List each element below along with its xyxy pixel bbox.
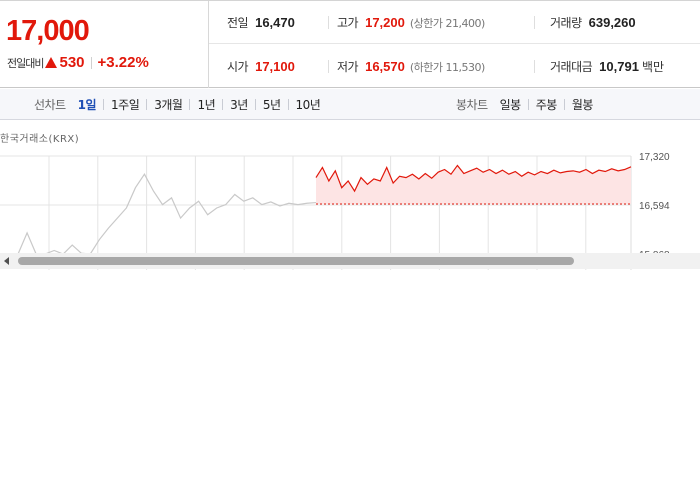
change-value: 530 bbox=[59, 54, 85, 71]
tab-1-week[interactable]: 1주일 bbox=[111, 97, 140, 112]
candle-chart-label: 봉차트 bbox=[456, 97, 488, 112]
divider bbox=[146, 98, 148, 110]
stat-label: 고가 bbox=[337, 16, 359, 30]
stat-label: 거래량 bbox=[550, 16, 582, 30]
divider bbox=[527, 98, 529, 110]
stats-row-1: 전일 16,470 고가 17,200 (상한가 21,400) 거래량 639… bbox=[209, 1, 700, 44]
chart-scrollbar[interactable] bbox=[0, 253, 700, 269]
change-row: 전일대비 530 +3.22% bbox=[7, 54, 149, 71]
stat-label: 전일 bbox=[227, 16, 249, 30]
today-series-area bbox=[316, 165, 631, 205]
tab-1-year[interactable]: 1년 bbox=[197, 97, 216, 112]
stat-sub: (상한가 21,400) bbox=[409, 16, 485, 30]
up-arrow-icon bbox=[45, 56, 58, 68]
stat-value: 17,100 bbox=[255, 59, 295, 74]
stat-value: 17,200 bbox=[365, 15, 405, 30]
stat-value: 639,260 bbox=[588, 15, 636, 30]
tab-5-years[interactable]: 5년 bbox=[262, 97, 281, 112]
stat-value: 10,791 bbox=[599, 59, 639, 74]
stat-sub: (하한가 11,530) bbox=[409, 60, 485, 74]
line-chart-tabs: 선차트 1일 1주일 3개월 1년 3년 5년 10년 bbox=[34, 89, 321, 119]
divider bbox=[328, 16, 329, 29]
chart-period-tabbar: 선차트 1일 1주일 3개월 1년 3년 5년 10년 봉차트 일봉 주봉 월봉 bbox=[0, 89, 700, 120]
tab-3-years[interactable]: 3년 bbox=[230, 97, 248, 112]
change-percent: +3.22% bbox=[97, 54, 149, 71]
stat-high: 고가 17,200 (상한가 21,400) bbox=[337, 1, 485, 44]
history-series-line bbox=[0, 173, 317, 255]
y-tick-label: 16,594 bbox=[639, 201, 670, 212]
change-label: 전일대비 bbox=[7, 56, 44, 70]
stat-open: 시가 17,100 bbox=[227, 45, 295, 88]
tab-monthly-candle[interactable]: 월봉 bbox=[571, 97, 594, 112]
current-price: 17,000 bbox=[6, 15, 90, 47]
line-chart-label: 선차트 bbox=[34, 97, 66, 112]
divider bbox=[222, 98, 224, 110]
stat-prev-close: 전일 16,470 bbox=[227, 1, 295, 44]
divider bbox=[328, 60, 329, 73]
candle-chart-tabs: 봉차트 일봉 주봉 월봉 bbox=[456, 89, 593, 119]
divider bbox=[534, 16, 535, 29]
tab-weekly-candle[interactable]: 주봉 bbox=[535, 97, 558, 112]
stats-row-2: 시가 17,100 저가 16,570 (하한가 11,530) 거래대금 10… bbox=[209, 45, 700, 88]
stat-amount: 거래대금 10,791 백만 bbox=[550, 45, 664, 88]
divider bbox=[287, 98, 289, 110]
divider bbox=[103, 98, 105, 110]
stat-label: 거래대금 bbox=[550, 60, 593, 74]
divider bbox=[563, 98, 565, 110]
today-series-line bbox=[315, 164, 632, 193]
stock-summary-panel: 17,000 전일대비 530 +3.22% 전일 16,470 고가 17,2… bbox=[0, 0, 700, 88]
divider bbox=[90, 56, 92, 69]
divider bbox=[189, 98, 191, 110]
divider bbox=[534, 60, 535, 73]
stat-volume: 거래량 639,260 bbox=[550, 1, 636, 44]
tab-3-months[interactable]: 3개월 bbox=[154, 97, 183, 112]
data-source-label: 한국거래소(KRX) bbox=[0, 134, 80, 145]
stat-low: 저가 16,570 (하한가 11,530) bbox=[337, 45, 485, 88]
scroll-left-arrow-icon[interactable] bbox=[4, 257, 9, 265]
stat-value: 16,470 bbox=[255, 15, 295, 30]
stat-label: 저가 bbox=[337, 60, 359, 74]
scrollbar-thumb[interactable] bbox=[18, 257, 574, 265]
tab-1-day[interactable]: 1일 bbox=[77, 97, 97, 112]
stats-grid: 전일 16,470 고가 17,200 (상한가 21,400) 거래량 639… bbox=[209, 1, 700, 88]
divider bbox=[254, 98, 256, 110]
tab-daily-candle[interactable]: 일봉 bbox=[499, 97, 522, 112]
price-box: 17,000 전일대비 530 +3.22% bbox=[0, 1, 209, 88]
stat-label: 시가 bbox=[227, 60, 249, 74]
tab-10-years[interactable]: 10년 bbox=[295, 97, 321, 112]
stat-unit: 백만 bbox=[641, 60, 665, 74]
stat-value: 16,570 bbox=[365, 59, 405, 74]
y-tick-label: 17,320 bbox=[639, 152, 670, 163]
